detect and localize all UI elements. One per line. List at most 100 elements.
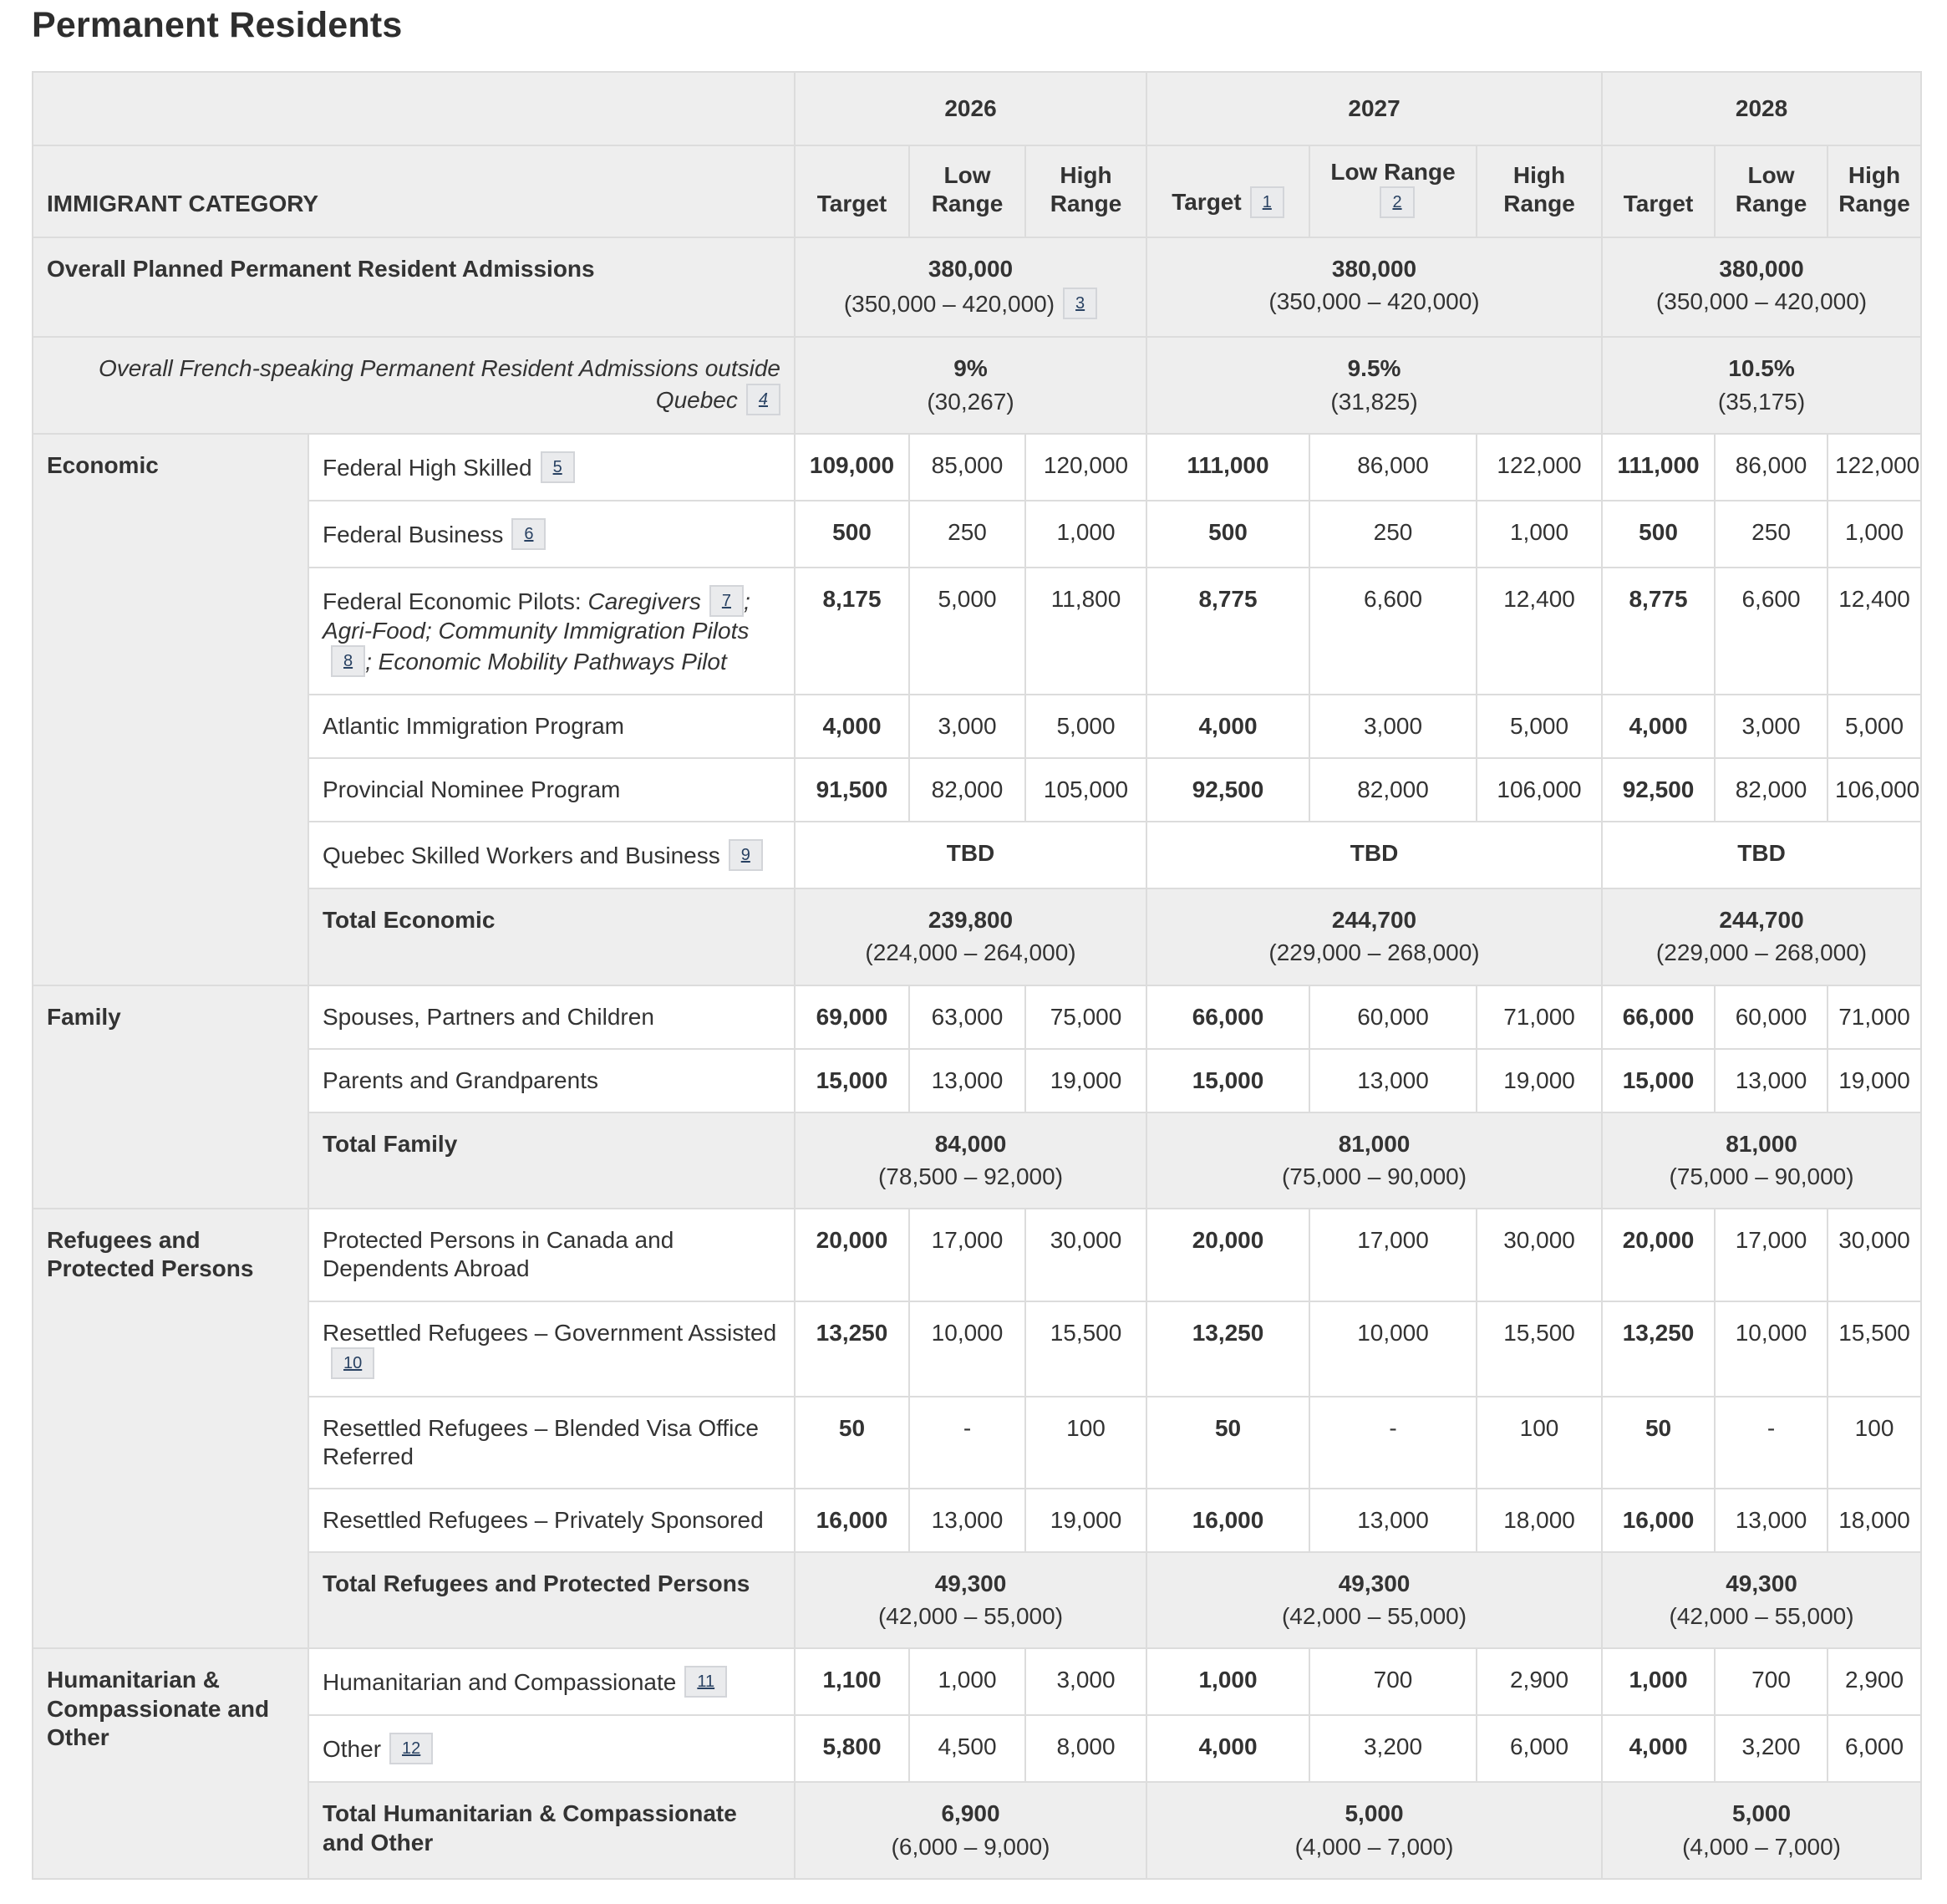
french-2027-main: 9.5% [1347,355,1401,382]
total-humanitarian-2026-main: 6,900 [941,1800,1000,1827]
oth-2027-low: 3,200 [1309,1714,1478,1784]
total-economic-2027-range: (229,000 – 268,000) [1268,939,1480,966]
pilots-caregivers: Caregivers [587,588,701,614]
ps-2026-target: 16,000 [794,1487,910,1554]
low-range-header-2027: Low Range2 [1309,145,1478,239]
footnote-11-link[interactable]: 11 [684,1666,728,1698]
ps-2027-low: 13,000 [1309,1487,1478,1554]
pnp-2026-high: 105,000 [1024,757,1148,823]
protected-persons-label: Protected Persons in Canada and Dependen… [308,1208,796,1302]
french-2028-value: 10.5% (35,175) [1601,336,1923,435]
total-refugees-2026-main: 49,300 [934,1571,1007,1597]
oth-2028-low: 3,200 [1714,1714,1829,1784]
category-economic: Economic [32,432,309,986]
fhs-2026-low: 85,000 [908,432,1026,501]
total-economic-2026: 239,800 (224,000 – 264,000) [793,888,1148,986]
parents-2027-target: 15,000 [1146,1047,1311,1113]
total-economic-2027-main: 244,700 [1331,907,1417,934]
fb-2027-low: 250 [1309,499,1478,568]
total-economic-2026-main: 239,800 [928,907,1014,934]
overall-2027-main: 380,000 [1331,256,1417,283]
total-refugees-2028-main: 49,300 [1726,1571,1797,1597]
ga-2028-low: 10,000 [1714,1300,1829,1397]
overall-2027-range: (350,000 – 420,000) [1268,288,1480,315]
spouses-2026-high: 75,000 [1024,984,1148,1050]
target-header-label: Target [1172,189,1242,216]
row-quebec-skilled: Quebec Skilled Workers and Business 9 TBD… [33,821,1923,890]
pilots-2026-high: 11,800 [1024,566,1148,695]
footnote-7-link[interactable]: 7 [709,584,744,617]
total-family-2027: 81,000 (75,000 – 90,000) [1146,1111,1604,1210]
overall-2028-main: 380,000 [1719,256,1804,283]
oth-2028-target: 4,000 [1601,1714,1716,1784]
spouses-2028-target: 66,000 [1601,984,1716,1050]
pilots-prefix: Federal Economic Pilots: [323,588,588,614]
low-range-header-2028: Low Range [1714,145,1829,239]
footnote-9-link[interactable]: 9 [728,839,763,872]
footnote-8-link[interactable]: 8 [331,644,366,677]
footnote-6-link[interactable]: 6 [511,517,546,550]
year-header-2027: 2027 [1146,70,1604,147]
pilots-2027-target: 8,775 [1146,566,1311,695]
overall-2026-range: (350,000 – 420,000) 3 [802,288,1139,320]
fb-2028-high: 1,000 [1827,499,1923,568]
atlantic-label: Atlantic Immigration Program [308,693,796,760]
total-family-2028-main: 81,000 [1726,1130,1797,1157]
year-header-row: 2026 2027 2028 [32,70,1923,147]
footnote-2-link[interactable]: 2 [1380,186,1415,219]
parents-2028-high: 19,000 [1827,1047,1923,1113]
aip-2026-target: 4,000 [794,693,910,760]
footnote-10-link[interactable]: 10 [331,1347,375,1379]
parents-2026-target: 15,000 [794,1047,910,1113]
total-refugees-2026-range: (42,000 – 55,000) [877,1603,1064,1630]
total-economic-2028-range: (229,000 – 268,000) [1655,939,1868,966]
pilots-2026-low: 5,000 [908,566,1026,695]
ps-2028-high: 18,000 [1827,1487,1923,1554]
year-header-2026: 2026 [793,70,1148,147]
footnote-1-link[interactable]: 1 [1249,186,1284,219]
parents-2027-high: 19,000 [1476,1047,1604,1113]
fb-2026-high: 1,000 [1024,499,1148,568]
pp-2028-high: 30,000 [1827,1208,1923,1302]
overall-2026-range-text: (350,000 – 420,000) [843,291,1055,318]
row-federal-business: Federal Business 6 500 250 1,000 500 250 … [33,499,1923,568]
federal-high-skilled-text: Federal High Skilled [323,454,532,481]
total-humanitarian-2027-range: (4,000 – 7,000) [1294,1833,1454,1860]
bv-2026-target: 50 [794,1395,910,1489]
fb-2028-target: 500 [1601,499,1716,568]
overall-2026-value: 380,000 (350,000 – 420,000) 3 [793,237,1148,339]
aip-2028-high: 5,000 [1827,693,1923,760]
fhs-2028-high: 122,000 [1827,432,1923,501]
french-2026-main: 9% [953,355,988,382]
spouses-2026-low: 63,000 [908,984,1026,1050]
footnote-5-link[interactable]: 5 [540,451,575,483]
ps-2026-high: 19,000 [1024,1487,1148,1554]
french-speaking-label-text: Overall French-speaking Permanent Reside… [98,355,780,413]
pilots-2028-target: 8,775 [1601,566,1716,695]
footnote-4-link[interactable]: 4 [745,383,780,415]
high-range-header-2028: High Range [1827,145,1923,239]
ga-2028-target: 13,250 [1601,1300,1716,1397]
ga-2027-high: 15,500 [1476,1300,1604,1397]
footnote-12-link[interactable]: 12 [389,1733,434,1765]
pnp-2026-low: 82,000 [908,757,1026,823]
hc-2026-high: 3,000 [1024,1647,1148,1717]
ga-2028-high: 15,500 [1827,1300,1923,1397]
footnote-3-link[interactable]: 3 [1063,288,1098,320]
hc-2028-low: 700 [1714,1647,1829,1717]
fhs-2028-low: 86,000 [1714,432,1829,501]
pnp-2026-target: 91,500 [794,757,910,823]
total-economic-2028: 244,700 (229,000 – 268,000) [1601,888,1923,986]
high-range-header-2026: High Range [1024,145,1148,239]
spouses-2027-low: 60,000 [1309,984,1478,1050]
total-family-2028-range: (75,000 – 90,000) [1669,1163,1854,1190]
hc-2028-target: 1,000 [1601,1647,1716,1717]
category-refugees: Refugees and Protected Persons [32,1208,309,1650]
ps-2026-low: 13,000 [908,1487,1026,1554]
total-family-2027-range: (75,000 – 90,000) [1281,1163,1467,1190]
parents-2026-low: 13,000 [908,1047,1026,1113]
total-family-2028: 81,000 (75,000 – 90,000) [1601,1111,1923,1210]
fhs-2026-target: 109,000 [794,432,910,501]
federal-economic-pilots-label: Federal Economic Pilots: Caregivers 7; Ag… [308,566,796,695]
gov-assisted-label: Resettled Refugees – Government Assisted… [308,1300,796,1397]
